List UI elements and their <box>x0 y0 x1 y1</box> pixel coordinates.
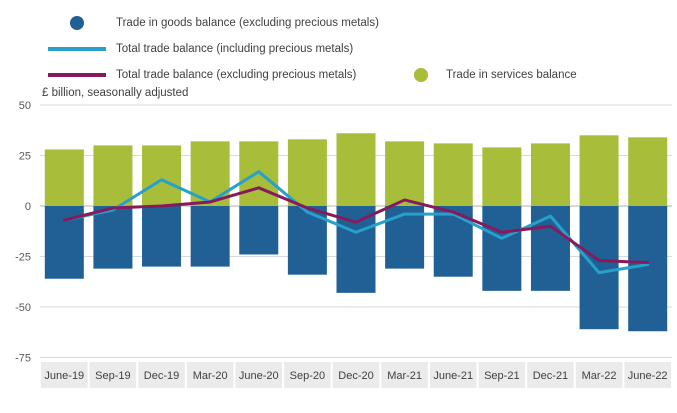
x-axis-label: June-19 <box>44 370 84 382</box>
x-axis-label: Mar-21 <box>387 370 422 382</box>
total-excluding-line-icon <box>48 73 106 77</box>
x-label-cell <box>41 362 88 388</box>
bar <box>142 145 182 206</box>
x-axis-label: June-20 <box>239 370 279 382</box>
services-balance-dot-icon <box>414 68 428 82</box>
x-label-cell <box>89 362 137 388</box>
bar <box>482 206 522 291</box>
bar <box>44 149 84 206</box>
bar <box>433 143 473 206</box>
legend-row: Trade in goods balance (excluding precio… <box>0 10 677 36</box>
bar <box>628 137 668 206</box>
x-label-cell <box>478 362 526 388</box>
bar <box>530 206 570 291</box>
legend-marker-box <box>48 47 106 51</box>
x-axis-label: Mar-20 <box>193 370 228 382</box>
y-axis-tick-label: 25 <box>19 151 31 163</box>
bar <box>482 147 522 206</box>
bar <box>93 206 133 269</box>
bar <box>579 206 619 330</box>
legend-label-total-excluding: Total trade balance (excluding precious … <box>116 69 357 81</box>
legend-item-services-balance[interactable]: Trade in services balance <box>406 62 577 88</box>
bar <box>190 206 230 267</box>
x-axis-label: Dec-20 <box>338 370 373 382</box>
bar <box>336 206 376 293</box>
plot-area: 50 25 0 -25 -50 -75 June-19 Sep-19 Dec-19 Mar-20 J… <box>15 100 672 388</box>
goods-balance-dot-icon <box>70 16 84 30</box>
x-label-cell <box>624 362 671 388</box>
x-axis-label: June-21 <box>433 370 473 382</box>
bar <box>142 206 182 267</box>
x-label-cell <box>186 362 234 388</box>
x-label-cell <box>429 362 477 388</box>
y-axis-tick-label: 0 <box>25 201 31 213</box>
x-axis-label: Sep-20 <box>290 370 325 382</box>
bar <box>239 141 279 206</box>
x-axis-label: Dec-21 <box>533 370 568 382</box>
y-axis-tick-label: -25 <box>15 252 31 264</box>
bar <box>336 133 376 206</box>
line-series <box>62 186 650 265</box>
y-axis-tick-label: -50 <box>15 302 31 314</box>
legend-marker-box <box>48 73 106 77</box>
chart-subtitle: £ billion, seasonally adjusted <box>42 87 189 99</box>
legend-row: Total trade balance (including precious … <box>0 36 677 62</box>
legend-label-services-balance: Trade in services balance <box>446 69 577 81</box>
legend-item-total-including[interactable]: Total trade balance (including precious … <box>48 36 353 62</box>
x-label-cell <box>575 362 623 388</box>
bar <box>239 206 279 255</box>
x-axis-label: Sep-21 <box>484 370 519 382</box>
legend-marker-box <box>48 16 106 30</box>
x-axis-label: Sep-19 <box>95 370 130 382</box>
x-label-cell <box>138 362 185 388</box>
bar <box>287 139 327 206</box>
bar <box>93 145 133 206</box>
line-series <box>62 170 650 275</box>
legend-label-total-including: Total trade balance (including precious … <box>116 43 354 55</box>
x-label-cell <box>284 362 331 388</box>
bar <box>579 135 619 206</box>
y-axis-tick-label: 50 <box>19 100 31 112</box>
bar <box>628 206 668 332</box>
legend-item-total-excluding[interactable]: Total trade balance (excluding precious … <box>48 62 356 88</box>
x-label-cell <box>235 362 283 388</box>
y-axis-tick-label: -75 <box>15 353 31 365</box>
x-label-cell <box>332 362 380 388</box>
legend-marker-box <box>406 68 436 82</box>
legend-label-goods-balance: Trade in goods balance (excluding precio… <box>116 17 379 29</box>
x-label-cell <box>381 362 428 388</box>
total-including-line-icon <box>48 47 106 51</box>
x-axis-label: Dec-19 <box>144 370 179 382</box>
legend-item-goods-balance[interactable]: Trade in goods balance (excluding precio… <box>48 10 379 36</box>
chart-legend: Trade in goods balance (excluding precio… <box>0 10 677 88</box>
bar <box>385 141 425 206</box>
x-axis-label: Mar-22 <box>582 370 617 382</box>
x-label-cell <box>527 362 574 388</box>
x-axis-label: June-22 <box>628 370 668 382</box>
bar <box>385 206 425 269</box>
legend-row: Total trade balance (excluding precious … <box>0 62 677 88</box>
bar <box>530 143 570 206</box>
